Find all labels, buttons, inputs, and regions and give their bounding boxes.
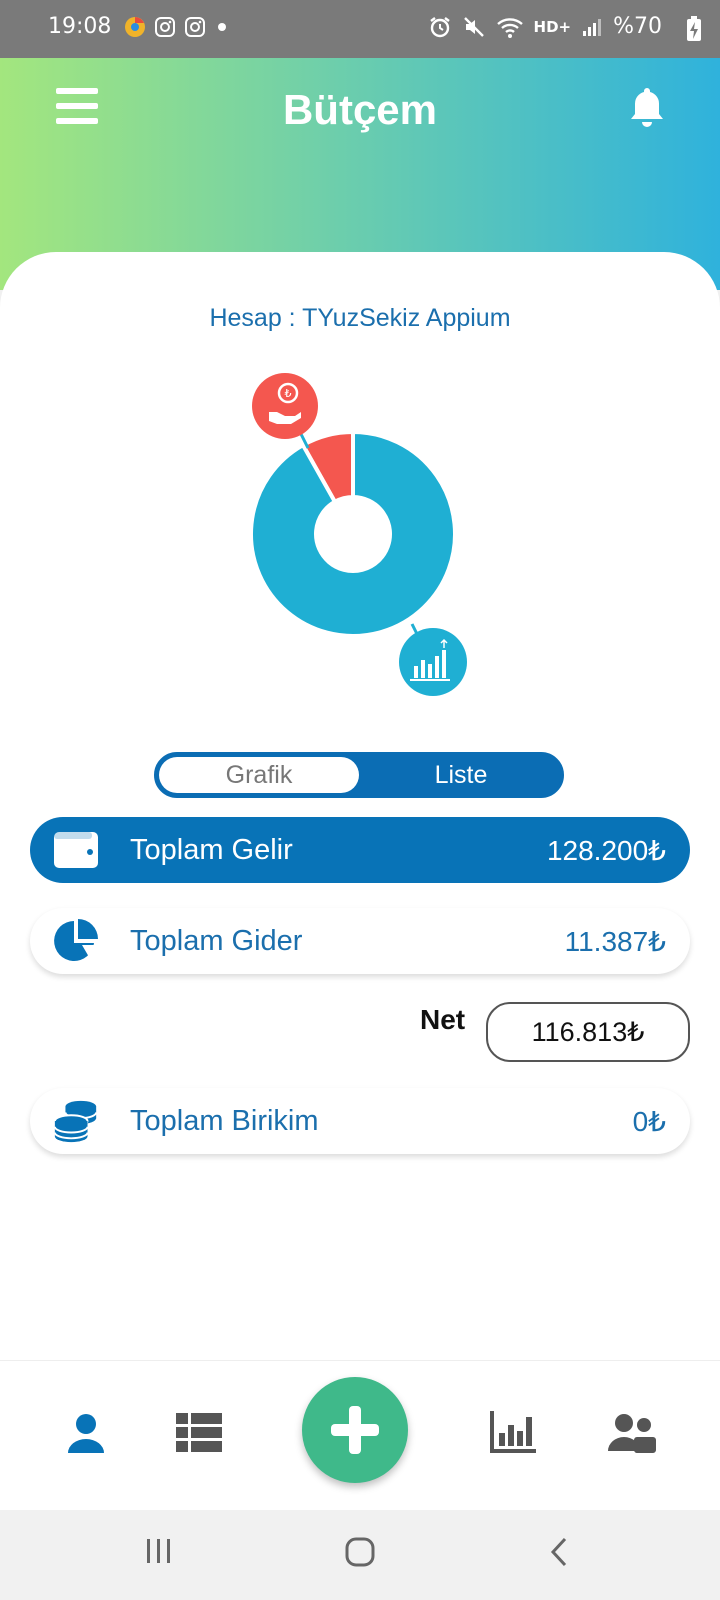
main-card: Hesap : TYuzSekiz Appium ₺ Grafik Liste [0,252,720,1360]
svg-text:₺: ₺ [285,387,292,400]
recent-apps-icon[interactable] [144,1536,174,1566]
notification-icons [124,16,230,38]
income-expense-donut-chart: ₺ [249,373,467,696]
income-bubble-icon [399,628,467,696]
total-savings-row[interactable]: Toplam Birikim 0₺ [30,1088,690,1154]
battery-percent: %70 [613,14,662,39]
back-icon[interactable] [548,1536,570,1568]
dot-icon [218,23,226,31]
expense-bubble-icon: ₺ [252,373,318,439]
mute-icon [463,16,484,37]
status-bar: 19:08 HD+ %70 [0,0,720,58]
total-expense-label: Toplam Gider [130,924,303,957]
total-savings-value: 0₺ [632,1105,666,1137]
bottom-navigation [0,1360,720,1511]
user-icon[interactable] [66,1413,106,1455]
list-icon[interactable] [176,1413,222,1453]
pie-chart-icon [52,917,100,965]
app-header: Bütçem [0,58,720,290]
alarm-icon [429,16,450,37]
total-savings-label: Toplam Birikim [130,1104,319,1137]
bell-icon[interactable] [630,86,664,130]
view-toggle: Grafik Liste [154,752,564,798]
home-icon[interactable] [344,1536,376,1568]
tab-grafik[interactable]: Grafik [159,757,359,793]
system-navigation-bar [0,1510,720,1600]
wifi-icon [496,17,523,38]
net-value: 116.813₺ [486,1002,690,1062]
hamburger-menu-icon[interactable] [56,88,98,124]
total-income-label: Toplam Gelir [130,833,293,866]
network-type-label: HD+ [533,17,572,36]
browser-app-icon [125,17,145,37]
bar-chart-icon[interactable] [490,1411,536,1453]
wallet-icon [52,826,100,874]
total-income-value: 128.200₺ [546,834,666,866]
signal-icon [583,18,602,36]
instagram-icon [185,17,205,37]
add-button[interactable] [302,1377,408,1483]
tab-liste[interactable]: Liste [434,760,488,789]
users-icon[interactable] [608,1413,656,1453]
instagram-icon [155,17,175,37]
total-expense-value: 11.387₺ [564,925,666,957]
app-title: Bütçem [282,86,438,133]
net-label: Net [420,1004,466,1035]
donut-slice-gelir [249,429,457,638]
plus-icon [331,1406,379,1454]
total-expense-row[interactable]: Toplam Gider 11.387₺ [30,908,690,974]
status-time: 19:08 [48,14,112,39]
total-income-row[interactable]: Toplam Gelir 128.200₺ [30,817,690,883]
coins-icon [52,1097,100,1145]
battery-icon [687,16,701,41]
system-status-icons: HD+ %70 [428,14,662,39]
account-label: Hesap : TYuzSekiz Appium [209,304,511,332]
